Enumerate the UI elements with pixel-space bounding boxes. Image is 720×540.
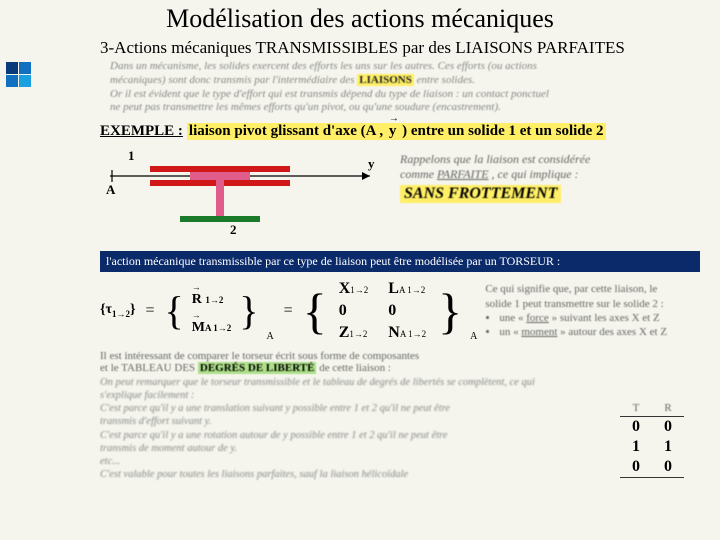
resultant-moment-block: R 1→2 MA 1→2 <box>192 286 231 336</box>
dof-cell: 0 <box>620 457 652 478</box>
side-explanation: Ce qui signifie que, par cette liaison, … <box>485 282 700 339</box>
diagram-label-a: A <box>106 182 115 198</box>
dof-cell: 1 <box>652 437 684 457</box>
dof-cell: 0 <box>620 417 652 438</box>
intro-l3: Or il est évident que le type d'effort q… <box>110 88 549 100</box>
intro-l4: ne peut pas transmettre les mêmes effort… <box>110 101 501 113</box>
mechanical-diagram: 1 A y 2 <box>100 146 390 241</box>
dof-col-t: T <box>620 402 652 417</box>
brace-open-2: { <box>303 294 327 329</box>
diagram-label-y: y <box>368 156 375 172</box>
point-a-1: A <box>266 331 273 342</box>
torseur-equation: {τ1→2} = { R 1→2 MA 1→2 } A = { X1→2 LA … <box>0 276 720 346</box>
example-vector-y: y <box>387 123 399 140</box>
parfaite-note: Rappelons que la liaison est considérée … <box>400 146 700 241</box>
intro-l2: mécaniques) sont donc transmis par l'int… <box>110 74 355 86</box>
bottom-paragraph: On peut remarquer que le torseur transmi… <box>0 374 720 483</box>
intro-l2b: entre solides. <box>417 74 475 86</box>
example-line: EXEMPLE : liaison pivot glissant d'axe (… <box>0 123 720 140</box>
dof-col-r: R <box>652 402 684 417</box>
page-title: Modélisation des actions mécaniques <box>0 0 720 34</box>
example-highlight: liaison pivot glissant d'axe (A , y ) en… <box>187 123 606 140</box>
point-a-2: A <box>470 331 477 342</box>
dof-cell: 0 <box>652 457 684 478</box>
ddl-highlight: DEGRÉS DE LIBERTÉ <box>198 362 317 374</box>
parfaite-em: PARFAITE <box>437 167 489 181</box>
section-heading: 3-Actions mécaniques TRANSMISSIBLES par … <box>0 38 720 58</box>
brace-open-1: { <box>165 295 184 327</box>
sans-frottement-highlight: SANS FROTTEMENT <box>400 185 561 203</box>
diagram-label-2: 2 <box>230 222 237 238</box>
dof-table: TR 00 11 00 <box>620 402 684 478</box>
intro-liaisons-highlight: LIAISONS <box>357 74 414 86</box>
example-label: EXEMPLE : <box>100 123 183 140</box>
dof-cell: 1 <box>620 437 652 457</box>
brace-close-2: } <box>438 294 462 329</box>
torseur-banner: l'action mécanique transmissible par ce … <box>100 251 700 272</box>
intro-l1: Dans un mécanisme, les solides exercent … <box>110 60 537 72</box>
brace-close-1: } <box>239 295 258 327</box>
component-table: X1→2 LA 1→2 0 0 Z1→2 NA 1→2 <box>335 280 430 342</box>
equals-2: = <box>282 302 295 320</box>
dof-cell: 0 <box>652 417 684 438</box>
compare-text: Il est intéressant de comparer le torseu… <box>0 346 720 374</box>
intro-paragraph: Dans un mécanisme, les solides exercent … <box>0 58 720 117</box>
diagram-label-1: 1 <box>128 148 135 164</box>
equals-1: = <box>144 302 157 320</box>
tau-symbol: {τ1→2} <box>100 303 136 319</box>
